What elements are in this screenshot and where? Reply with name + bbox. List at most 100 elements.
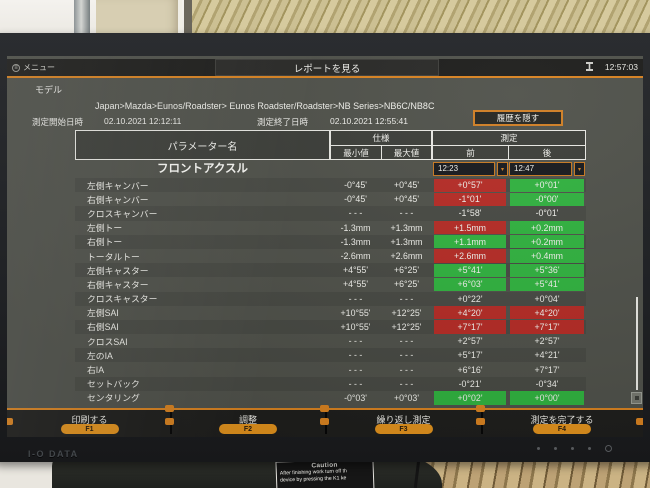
spec-min-value: +10°55' [340, 307, 371, 318]
print-label: 印刷する [71, 415, 108, 425]
table-row: クロスSAI - - - - - - +2°57' +2°57' [75, 334, 586, 348]
print-button[interactable]: 印刷する F1 [9, 410, 170, 434]
spec-min-value: - - - [348, 350, 363, 361]
table-row: 右側SAI +10°55' +12°25' +7°17' +7°17' [75, 319, 586, 335]
spec-max-value: - - - [399, 364, 414, 375]
measured-before-value: -1°58' [458, 208, 482, 219]
clock: 12:57:03 [604, 61, 638, 72]
spec-min-value: - - - [348, 364, 363, 375]
parameter-name: 右IA [87, 365, 105, 376]
header-spec: 仕様 [330, 130, 432, 146]
table-row: クロスキャンバー - - - - - - -1°58' -0°01' [75, 206, 586, 221]
measured-before-value: +1.5mm [434, 221, 506, 235]
menu-button[interactable]: ≡ メニュー [12, 62, 55, 73]
measure-end-value: 02.10.2021 12:55:41 [330, 116, 408, 126]
spec-min-value: - - - [348, 378, 363, 389]
spec-max-value: +0°45' [393, 194, 419, 205]
header-parameter: パラメーター名 [75, 130, 330, 160]
measured-before-value: +7°17' [434, 320, 506, 334]
spec-max-value: - - - [399, 378, 414, 389]
measured-before-value: +1.1mm [434, 235, 506, 249]
monitor-control-buttons[interactable] [537, 445, 612, 452]
history-after-select[interactable]: 12:47 ▾ [509, 162, 585, 176]
measured-before-value: +0°02' [434, 391, 506, 405]
spec-min-value: - - - [348, 336, 363, 347]
scrollbar-thumb[interactable] [636, 297, 638, 390]
table-row: 左側キャンバー -0°45' +0°45' +0°57' +0°01' [75, 178, 586, 193]
table-row: 右側キャスター +4°55' +6°25' +6°03' +5°41' [75, 277, 586, 291]
f3-key-badge: F3 [374, 424, 433, 434]
clock-area: 12:57:03 [583, 61, 638, 72]
table-row: 左側トー -1.3mm +1.3mm +1.5mm +0.2mm [75, 221, 586, 235]
measured-after-value: -0°00' [510, 192, 584, 206]
adjust-label: 調整 [238, 415, 257, 425]
spec-max-value: +1.3mm [390, 222, 423, 233]
repeat-measure-button[interactable]: 繰り返し測定 F3 [326, 410, 481, 434]
monitor-button[interactable] [588, 447, 591, 450]
history-before-value[interactable]: 12:23 [433, 162, 495, 176]
table-row: 左側キャスター +4°55' +6°25' +5°41' +5°36' [75, 263, 586, 278]
adjust-button[interactable]: 調整 F2 [171, 410, 325, 434]
measured-after-value: +0°04' [534, 293, 560, 304]
monitor-button[interactable] [537, 447, 540, 450]
menu-bar: ≡ メニュー レポートを見る 12:57:03 [7, 59, 643, 76]
measured-after-value: +2°57' [534, 336, 560, 347]
table-row: 右側トー -1.3mm +1.3mm +1.1mm +0.2mm [75, 234, 586, 249]
measured-before-value: +0°57' [434, 178, 506, 192]
measured-after-value: +0°01' [510, 178, 584, 192]
divider-dot [165, 418, 174, 425]
finish-measure-label: 測定を完了する [530, 415, 594, 425]
spec-min-value: -0°45' [344, 180, 367, 191]
door-frame-shadow [184, 0, 192, 48]
parameter-name: クロスキャンバー [87, 208, 158, 219]
measured-before-value: +4°20' [434, 306, 506, 320]
parameter-name: 左のIA [87, 350, 113, 361]
finish-measure-button[interactable]: 測定を完了する F4 [483, 410, 641, 434]
measured-after-value: +0.2mm [510, 221, 584, 235]
measurement-table: 左側キャンバー -0°45' +0°45' +0°57' +0°01' 右側キャ… [75, 178, 586, 405]
measured-before-value: +6°16' [457, 364, 483, 375]
spec-min-value: - - - [348, 293, 363, 304]
measured-after-value: -0°01' [535, 208, 559, 219]
spec-min-value: -1.3mm [340, 236, 371, 247]
parameter-name: 右側キャスター [87, 279, 149, 290]
spec-max-value: +6°25' [393, 279, 419, 290]
monitor-button[interactable] [554, 447, 557, 450]
spec-min-value: +4°55' [342, 279, 368, 290]
spec-max-value: - - - [399, 336, 414, 347]
parameter-name: 右側キャンバー [87, 194, 149, 205]
repeat-measure-label: 繰り返し測定 [376, 415, 431, 425]
spec-min-value: +4°55' [342, 265, 368, 276]
table-row: トータルトー -2.6mm +2.6mm +2.6mm +0.4mm [75, 249, 586, 263]
hide-history-button[interactable]: 履歴を隠す [473, 110, 563, 126]
function-key-bar: 印刷する F1 調整 F2 繰り返し測定 F3 測定を完了する F4 [7, 405, 643, 437]
measure-start-value: 02.10.2021 12:12:11 [104, 116, 182, 126]
header-min: 最小値 [330, 145, 382, 160]
chevron-down-icon[interactable]: ▾ [497, 162, 508, 176]
spec-max-value: +6°25' [393, 265, 419, 276]
page-title: レポートを見る [215, 59, 439, 76]
spec-max-value: +1.3mm [390, 236, 423, 247]
divider-dot [165, 405, 174, 412]
spec-min-value: - - - [348, 208, 363, 219]
parameter-name: 左側キャンバー [87, 180, 149, 191]
table-row: クロスキャスター - - - - - - +0°22' +0°04' [75, 291, 586, 306]
history-after-value[interactable]: 12:47 [509, 162, 572, 176]
monitor-button[interactable] [571, 447, 574, 450]
history-before-select[interactable]: 12:23 ▾ [433, 162, 508, 176]
scrollbar-down-button[interactable] [631, 392, 642, 404]
parameter-name: センタリング [87, 393, 140, 404]
scroll-down-icon [634, 396, 639, 400]
divider-dot [476, 418, 485, 425]
accent-divider [7, 76, 643, 78]
header-after: 後 [508, 145, 586, 160]
screen: ≡ メニュー レポートを見る 12:57:03 モデル Japan>Mazda>… [7, 56, 643, 437]
power-button[interactable] [605, 445, 612, 452]
chevron-down-icon[interactable]: ▾ [574, 162, 585, 176]
spec-max-value: +12°25' [391, 307, 422, 318]
measured-before-value: +5°41' [434, 263, 506, 277]
monitor-brand-logo: I-O DATA [28, 449, 79, 459]
parameter-name: 左側キャスター [87, 265, 149, 276]
measure-end-label: 測定終了日時 [257, 117, 309, 127]
